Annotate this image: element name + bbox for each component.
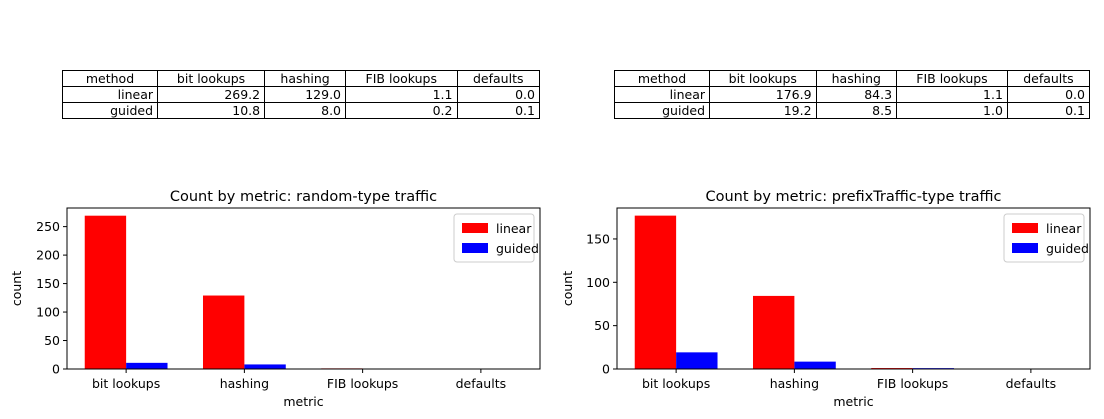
y-tick-label: 0 <box>52 362 60 377</box>
y-tick-label: 50 <box>594 318 610 333</box>
table-cell: 1.1 <box>345 86 458 103</box>
bar-linear-hashing <box>752 295 795 369</box>
table-cell: 1.0 <box>896 102 1008 119</box>
table-header-cell: bit lookups <box>709 70 817 87</box>
bar-guided-bit-lookups <box>676 352 718 369</box>
legend-swatch-linear <box>462 223 488 233</box>
y-tick-label: 50 <box>44 333 60 348</box>
y-axis-label: count <box>560 271 575 306</box>
stats-table-prefix: method bit lookups hashing FIB lookups d… <box>614 70 1091 119</box>
x-tick-label: bit lookups <box>92 376 160 391</box>
bar-linear-bit-lookups <box>634 215 677 369</box>
table-cell: guided <box>614 102 710 119</box>
y-tick-label: 150 <box>586 231 610 246</box>
x-tick-label: FIB lookups <box>877 376 948 391</box>
table-cell: 10.8 <box>156 102 266 119</box>
x-tick-label: hashing <box>220 376 269 391</box>
bar-guided-bit-lookups <box>126 362 168 369</box>
table-row: linear 176.9 84.3 1.1 0.0 <box>614 86 1091 103</box>
y-tick-label: 150 <box>36 276 60 291</box>
table-header-cell: method <box>614 70 710 87</box>
table-header-cell: hashing <box>815 70 898 87</box>
legend-swatch-guided <box>1012 243 1038 253</box>
y-tick-label: 100 <box>36 305 60 320</box>
y-tick-label: 0 <box>602 362 610 377</box>
plot-frame <box>616 207 1091 370</box>
table-cell: guided <box>62 102 158 119</box>
table-row: guided 10.8 8.0 0.2 0.1 <box>62 102 540 119</box>
x-tick-label: hashing <box>770 376 819 391</box>
x-tick-label: FIB lookups <box>327 376 398 391</box>
table-cell: 19.2 <box>709 102 817 119</box>
y-tick-label: 100 <box>586 275 610 290</box>
x-axis-label: metric <box>283 394 323 409</box>
x-axis-label: metric <box>833 394 873 409</box>
x-tick-label: defaults <box>456 376 507 391</box>
legend-swatch-guided <box>462 243 488 253</box>
stats-table-random: method bit lookups hashing FIB lookups d… <box>62 70 540 119</box>
plot-frame <box>66 207 541 370</box>
table-row: guided 19.2 8.5 1.0 0.1 <box>614 102 1091 119</box>
table-cell: 8.0 <box>264 102 347 119</box>
chart-title: Count by metric: random-type traffic <box>170 189 437 205</box>
y-axis-label: count <box>9 271 24 306</box>
bar-guided-hashing <box>244 364 286 369</box>
legend-label-linear: linear <box>1046 221 1082 236</box>
table-cell: 0.1 <box>1006 102 1091 119</box>
bar-linear-hashing <box>202 295 245 369</box>
y-tick-label: 200 <box>36 248 60 263</box>
x-tick-label: defaults <box>1006 376 1057 391</box>
legend-swatch-linear <box>1012 223 1038 233</box>
table-cell: 8.5 <box>815 102 898 119</box>
table-cell: 0.1 <box>456 102 540 119</box>
table-cell: linear <box>614 86 710 103</box>
chart-title: Count by metric: prefixTraffic-type traf… <box>705 189 1001 205</box>
table-header-cell: defaults <box>456 70 540 87</box>
legend-label-guided: guided <box>496 241 539 256</box>
bar-guided-hashing <box>794 361 836 369</box>
table-header-cell: defaults <box>1006 70 1091 87</box>
legend-label-linear: linear <box>496 221 532 236</box>
table-cell: 0.2 <box>345 102 458 119</box>
y-tick-label: 250 <box>36 219 60 234</box>
bar-linear-bit-lookups <box>84 215 127 369</box>
x-tick-label: bit lookups <box>642 376 710 391</box>
table-header-row: method bit lookups hashing FIB lookups d… <box>62 70 540 87</box>
table-header-row: method bit lookups hashing FIB lookups d… <box>614 70 1091 87</box>
legend-label-guided: guided <box>1046 241 1089 256</box>
